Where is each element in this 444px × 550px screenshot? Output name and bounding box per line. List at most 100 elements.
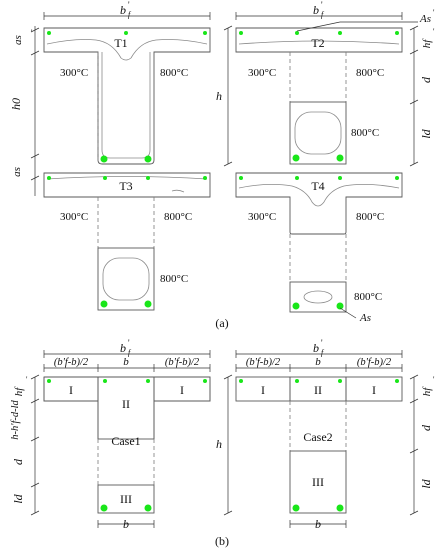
case2-web-width: b <box>315 356 321 368</box>
t1-label: T1 <box>114 36 127 50</box>
t4-rebar <box>395 176 399 180</box>
svg-text:': ' <box>128 0 130 10</box>
t1-rebar <box>203 31 207 35</box>
case1-rebar <box>203 379 207 383</box>
t1-as-top-label: as <box>12 35 24 45</box>
svg-text:': ' <box>321 338 323 348</box>
t1-h0-label: h0 <box>9 98 23 110</box>
t3-label: T3 <box>119 179 132 193</box>
t2-core-isotherm <box>294 111 342 155</box>
t3-rebar <box>146 176 150 180</box>
case1-width-label: b <box>120 341 126 355</box>
t1-rebar <box>100 155 108 163</box>
svg-text:': ' <box>26 375 28 384</box>
t1-isotherm <box>46 39 208 61</box>
t2-ld-label: ld <box>419 128 433 138</box>
t2-rebar-top-label: As <box>419 13 431 25</box>
case1-rebar <box>144 504 152 512</box>
case1-hf-label: hf <box>13 386 25 397</box>
t2-isotherm <box>238 40 400 45</box>
case1-rebar <box>146 379 150 383</box>
case2-flange-left-width: (b'f-b)/2 <box>246 357 281 368</box>
t1-temp-right: 800°C <box>160 67 188 79</box>
case1-label: Case1 <box>111 434 140 448</box>
case2-hf-label: hf <box>421 386 433 397</box>
t3-rebar <box>144 300 152 308</box>
case1-zone-ii-label: II <box>122 397 130 411</box>
t2-h-label: h <box>216 89 222 103</box>
t3-temp-left: 300°C <box>60 211 88 223</box>
panel-a-label: (a) <box>215 316 228 330</box>
svg-text:f: f <box>128 348 132 357</box>
case2-zone-iii-label: III <box>312 475 324 489</box>
t2-temp-core: 800°C <box>351 127 379 139</box>
t1-as-bottom-label: as <box>11 167 23 177</box>
t1-web-isotherm <box>101 52 151 159</box>
t1-rebar <box>124 31 128 35</box>
t4-temp-core: 800°C <box>354 291 382 303</box>
t2-rebar <box>336 154 344 162</box>
t2-rebar <box>395 31 399 35</box>
t2-temp-left: 300°C <box>248 67 276 79</box>
case2-h-label: h <box>216 437 222 451</box>
case2-width-label: b <box>313 341 319 355</box>
svg-text:': ' <box>433 27 435 36</box>
section-t4: T4 300°C 800°C 800°C As <box>235 172 403 324</box>
t3-temp-core: 800°C <box>160 273 188 285</box>
case1-rebar <box>103 379 107 383</box>
t3-core-isotherm <box>102 257 150 301</box>
t3-rebar <box>203 176 207 180</box>
case2-bottom-b-label: b <box>315 517 321 531</box>
t4-isotherm <box>238 184 400 207</box>
case1-zone-iii <box>97 484 155 514</box>
t2-web-bottom <box>289 101 347 165</box>
case2-d-label: d <box>419 424 433 431</box>
case1-middle-dim-label: h-h'f-d-ld <box>10 399 21 439</box>
t4-core-isotherm <box>303 290 333 304</box>
t4-rebar <box>338 176 342 180</box>
case1-bottom-b-label: b <box>123 517 129 531</box>
svg-text:': ' <box>321 0 323 10</box>
case1-zone-i-left-label: I <box>69 383 73 397</box>
panel-b-label: (b) <box>215 534 229 548</box>
t1-temp-left: 300°C <box>60 67 88 79</box>
t4-rebar <box>336 302 344 310</box>
svg-text:f: f <box>321 348 325 357</box>
t2-rebar <box>292 154 300 162</box>
case2-zone-ii-label: II <box>314 383 322 397</box>
t4-temp-left: 300°C <box>248 211 276 223</box>
svg-text:': ' <box>433 8 435 17</box>
t1-rebar <box>47 31 51 35</box>
t2-rebar <box>239 31 243 35</box>
section-case2: I II I Case2 III b ' f (b'f-b)/2 b (b'f-… <box>216 338 435 531</box>
svg-text:f: f <box>128 10 132 19</box>
case1-flange-left-width: (b'f-b)/2 <box>54 357 89 368</box>
case2-label: Case2 <box>303 430 332 444</box>
case2-rebar <box>395 379 399 383</box>
svg-text:': ' <box>31 28 33 37</box>
t2-rebar <box>338 31 342 35</box>
section-t2: T2 300°C 800°C 800°C b ' f As ' h hf ' d… <box>216 0 435 167</box>
t3-rebar <box>103 176 107 180</box>
t3-flange-outline <box>43 172 211 198</box>
t3-isotherm <box>46 176 208 180</box>
svg-text:f: f <box>321 10 325 19</box>
t2-as-leader <box>296 21 341 32</box>
case1-zone-ii <box>97 376 155 440</box>
section-t3: T3 300°C 800°C 800°C <box>43 172 211 311</box>
case1-zone-iii-label: III <box>120 492 132 506</box>
svg-text:': ' <box>433 375 435 384</box>
t3-small-isotherm <box>171 189 185 193</box>
t4-rebar-bottom-label: As <box>359 312 371 324</box>
t2-d-label: d <box>419 76 433 83</box>
case1-rebar <box>100 504 108 512</box>
case2-rebar <box>292 504 300 512</box>
section-t1: T1 300°C 800°C b ' f as ' h0 as <box>9 0 211 196</box>
t4-temp-right: 800°C <box>356 211 384 223</box>
t3-rebar <box>47 176 51 180</box>
t2-temp-right: 800°C <box>356 67 384 79</box>
t1-rebar <box>144 155 152 163</box>
case2-ld-label: ld <box>419 478 433 488</box>
